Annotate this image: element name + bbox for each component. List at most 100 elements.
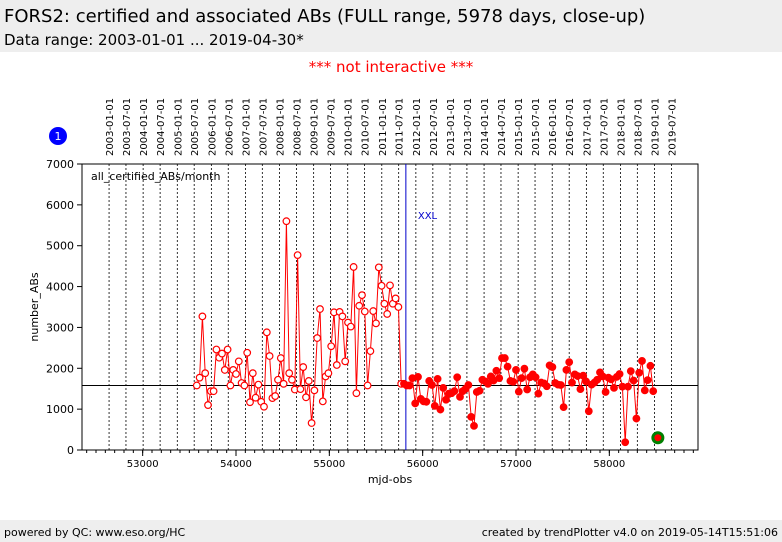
data-point bbox=[234, 357, 243, 366]
data-point bbox=[232, 370, 240, 378]
data-point bbox=[248, 369, 257, 378]
data-point bbox=[226, 381, 235, 390]
data-point bbox=[391, 294, 400, 303]
data-point bbox=[274, 375, 282, 384]
last-point-core bbox=[654, 434, 662, 442]
data-point bbox=[514, 387, 523, 396]
y-tick-label: 1000 bbox=[46, 403, 74, 416]
data-point bbox=[414, 372, 422, 381]
date-tick-label: 2006-07-01 bbox=[224, 98, 235, 156]
date-tick-label: 2010-01-01 bbox=[344, 98, 355, 156]
data-point bbox=[470, 421, 478, 430]
date-tick-label: 2005-07-01 bbox=[190, 98, 201, 156]
x-tick-label: 53000 bbox=[127, 459, 159, 470]
data-point bbox=[439, 383, 448, 392]
data-point bbox=[220, 366, 229, 374]
data-point bbox=[313, 334, 322, 342]
date-tick-label: 2012-07-01 bbox=[429, 98, 440, 156]
data-point bbox=[582, 377, 590, 386]
data-point bbox=[450, 387, 459, 396]
y-tick-label: 7000 bbox=[46, 158, 74, 171]
date-tick-label: 2018-01-01 bbox=[616, 98, 627, 156]
data-range-subtitle: Data range: 2003-01-01 ... 2019-04-30* bbox=[4, 31, 304, 49]
date-tick-label: 2005-01-01 bbox=[173, 98, 184, 156]
date-tick-label: 2004-01-01 bbox=[139, 98, 150, 156]
y-tick-label: 6000 bbox=[46, 199, 74, 212]
data-point bbox=[484, 379, 492, 388]
data-point bbox=[251, 393, 260, 402]
date-tick-label: 2006-01-01 bbox=[207, 98, 218, 156]
date-tick-label: 2008-07-01 bbox=[292, 98, 303, 156]
data-point bbox=[260, 402, 268, 411]
data-point bbox=[495, 374, 504, 382]
date-tick-label: 2009-07-01 bbox=[327, 98, 338, 156]
data-point bbox=[246, 398, 254, 407]
data-point bbox=[428, 381, 436, 389]
date-tick-label: 2004-07-01 bbox=[156, 98, 167, 156]
data-point bbox=[584, 407, 593, 416]
date-tick-label: 2009-01-01 bbox=[310, 98, 321, 156]
data-point bbox=[635, 368, 644, 377]
data-point bbox=[212, 345, 221, 354]
data-point bbox=[276, 354, 285, 362]
data-point bbox=[285, 369, 294, 378]
data-point bbox=[556, 381, 565, 389]
data-point bbox=[433, 375, 442, 383]
x-tick-label: 57000 bbox=[500, 459, 532, 470]
data-point bbox=[531, 373, 540, 382]
data-point bbox=[442, 395, 450, 404]
data-point bbox=[369, 307, 378, 315]
y-tick-label: 2000 bbox=[46, 362, 74, 375]
data-point bbox=[338, 312, 347, 321]
data-point bbox=[542, 382, 551, 391]
data-point bbox=[358, 291, 366, 300]
data-point bbox=[405, 381, 414, 390]
data-point bbox=[192, 381, 201, 390]
y-tick-label: 3000 bbox=[46, 321, 74, 334]
data-point bbox=[464, 381, 473, 389]
data-point bbox=[475, 386, 484, 395]
data-point bbox=[377, 281, 386, 290]
x-axis-label: mjd-obs bbox=[368, 473, 413, 486]
data-point bbox=[492, 366, 501, 375]
data-point bbox=[576, 385, 585, 394]
data-point bbox=[310, 386, 319, 395]
y-axis-label: number_ABs bbox=[28, 272, 41, 342]
data-point bbox=[520, 364, 529, 373]
data-point bbox=[243, 348, 252, 357]
data-point bbox=[626, 367, 635, 376]
data-point bbox=[271, 392, 280, 400]
data-point bbox=[646, 361, 655, 370]
date-tick-label: 2019-01-01 bbox=[651, 98, 662, 156]
y-tick-label: 0 bbox=[67, 444, 74, 457]
data-point bbox=[296, 385, 305, 394]
data-point bbox=[299, 363, 308, 371]
data-point bbox=[559, 403, 568, 412]
data-point bbox=[209, 387, 218, 396]
data-point bbox=[374, 263, 383, 272]
data-point bbox=[643, 376, 652, 385]
date-tick-label: 2014-07-01 bbox=[497, 98, 508, 156]
data-point bbox=[380, 299, 389, 308]
data-point bbox=[430, 401, 439, 410]
data-point bbox=[360, 307, 369, 316]
data-point bbox=[288, 375, 296, 384]
data-point bbox=[366, 347, 375, 356]
data-point bbox=[503, 362, 512, 371]
data-point bbox=[500, 354, 509, 362]
data-point bbox=[346, 322, 355, 331]
date-tick-label: 2011-07-01 bbox=[395, 98, 406, 156]
x-tick-label: 55000 bbox=[313, 459, 345, 470]
data-point bbox=[352, 389, 361, 398]
date-tick-label: 2016-07-01 bbox=[565, 98, 576, 156]
data-point bbox=[304, 377, 313, 385]
data-point bbox=[517, 374, 526, 382]
data-point bbox=[632, 414, 641, 423]
data-point bbox=[223, 345, 232, 354]
data-point bbox=[355, 301, 364, 310]
header-bar: FORS2: certified and associated ABs (FUL… bbox=[0, 0, 782, 52]
data-point bbox=[411, 399, 420, 408]
data-point bbox=[332, 361, 341, 369]
data-point bbox=[372, 319, 380, 328]
